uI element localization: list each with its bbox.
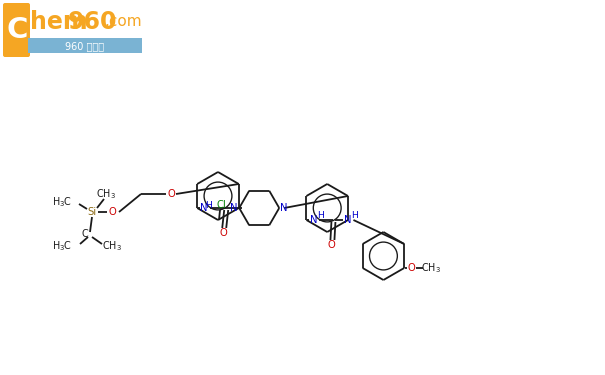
Text: H$_3$C: H$_3$C: [52, 195, 72, 209]
Text: CH$_3$: CH$_3$: [102, 239, 122, 253]
Text: N: N: [310, 215, 317, 225]
Text: H: H: [351, 211, 358, 220]
Text: N: N: [231, 203, 238, 213]
Text: O: O: [327, 240, 335, 250]
Text: 960: 960: [68, 10, 117, 34]
Text: 960 化工网: 960 化工网: [65, 41, 105, 51]
Text: C: C: [82, 229, 88, 239]
Text: H$_3$C: H$_3$C: [52, 239, 72, 253]
Text: H: H: [204, 201, 212, 210]
Text: .com: .com: [104, 15, 142, 30]
Text: N: N: [200, 203, 208, 213]
Text: O: O: [220, 228, 227, 238]
Text: CH$_3$: CH$_3$: [421, 261, 441, 275]
Text: O: O: [407, 263, 415, 273]
Text: Cl: Cl: [216, 200, 226, 210]
Text: N: N: [344, 215, 351, 225]
Text: H: H: [317, 211, 324, 220]
FancyBboxPatch shape: [28, 38, 142, 53]
Text: O: O: [108, 207, 116, 217]
Text: N: N: [281, 203, 288, 213]
FancyBboxPatch shape: [3, 3, 30, 57]
Text: C: C: [6, 16, 27, 44]
Text: O: O: [167, 189, 175, 199]
Text: Si: Si: [88, 207, 97, 217]
Text: hem: hem: [30, 10, 88, 34]
Text: CH$_3$: CH$_3$: [96, 187, 116, 201]
